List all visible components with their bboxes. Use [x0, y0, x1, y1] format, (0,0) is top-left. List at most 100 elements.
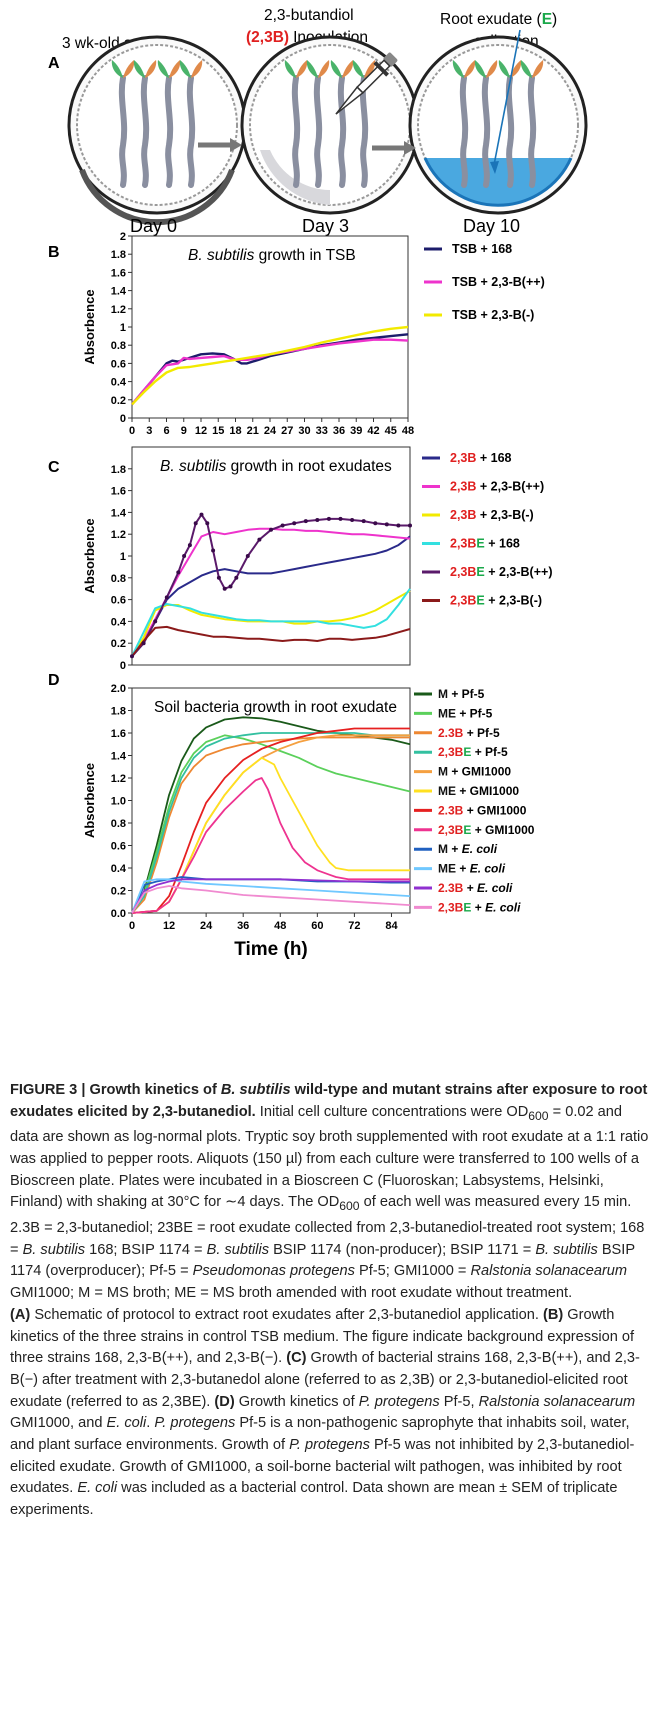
y-tick-label: 1.2	[111, 773, 126, 785]
x-tick-label: 33	[316, 425, 328, 437]
legend-label: 2,3B + 2,3-B(++)	[450, 480, 544, 494]
leaf-icon	[520, 60, 532, 78]
legend-label-red: 2,3B	[450, 451, 476, 465]
legend-label: 2,3BE + 2,3-B(++)	[450, 565, 553, 579]
x-tick-label: 36	[333, 425, 345, 437]
legend-label-rest: + GMI1000	[471, 823, 534, 837]
data-point	[396, 523, 401, 528]
series-line	[131, 333, 409, 406]
panel-a-schematic: A 3 wk-old seeding 2,3-butandiol (2,3B)I…	[48, 7, 588, 236]
leaf-icon	[474, 60, 486, 78]
leaf-icon	[179, 60, 191, 78]
y-tick-label: 0	[120, 413, 126, 425]
legend-label-rest: + Pf-5	[456, 706, 493, 720]
data-point	[373, 521, 378, 526]
series-line	[131, 625, 411, 657]
legend-label: 2.3B + Pf-5	[438, 726, 500, 740]
legend-label-italic: E. coli	[477, 881, 513, 895]
leaf-icon	[296, 60, 308, 78]
data-point	[182, 554, 187, 558]
leaf-icon	[452, 60, 464, 78]
x-tick-label: 15	[212, 425, 224, 437]
y-tick-label: 1.2	[111, 304, 126, 316]
x-tick-label: 72	[348, 920, 360, 932]
seedling-stem	[140, 75, 150, 188]
legend-label: 2,3BE + 2,3-B(-)	[450, 594, 542, 608]
seedlings	[111, 60, 544, 188]
chart-title-italic: B. subtilis	[160, 458, 227, 475]
seedling-stem	[527, 75, 537, 188]
x-tick-label: 48	[274, 920, 286, 932]
legend-label-prefix: 2,3B	[438, 745, 464, 759]
y-tick-label: 1	[120, 551, 126, 563]
x-tick-label: 84	[385, 920, 398, 932]
y-tick-label: 0.4	[111, 616, 127, 628]
legend-label: TSB + 2,3-B(++)	[452, 275, 545, 289]
data-point	[350, 518, 355, 522]
legend-label: M + E. coli	[438, 842, 498, 856]
legend-label-rest: + Pf-5	[471, 745, 508, 759]
legend-label-rest: + 2,3-B(++)	[485, 565, 553, 579]
data-point	[211, 548, 216, 553]
pipette-icon	[335, 52, 398, 115]
y-tick-label: 1.6	[111, 267, 126, 279]
y-tick-label: 0.2	[111, 886, 126, 898]
chart-title: B. subtilis growth in TSB	[188, 247, 356, 264]
y-tick-label: 0.4	[111, 377, 127, 389]
leaf-icon	[191, 60, 203, 78]
series-line	[131, 736, 410, 914]
y-tick-label: 1.8	[111, 706, 126, 718]
label-root-exudate: Root exudate (E)	[440, 11, 557, 28]
legend-label: 2,3BE + Pf-5	[438, 745, 508, 759]
leaf-icon	[111, 60, 123, 78]
legend-label: 2,3B + 2,3-B(-)	[450, 508, 534, 522]
legend-label: 2,3B + 168	[450, 451, 512, 465]
y-tick-label: 1.4	[111, 507, 127, 519]
panel-d-letter: D	[48, 672, 60, 689]
data-point	[269, 527, 273, 532]
legend-label-rest: + 2,3-B(-)	[476, 508, 533, 522]
leaf-icon	[318, 60, 330, 78]
leaf-icon	[145, 60, 157, 78]
legend-label-rest: + 2,3-B(++)	[476, 480, 544, 494]
data-point	[228, 584, 233, 589]
legend-label-rest: + GMI1000	[456, 784, 519, 798]
x-tick-label: 27	[281, 425, 293, 437]
legend-label: 2,3BE + GMI1000	[438, 823, 535, 837]
x-tick-label: 0	[129, 920, 135, 932]
legend-label-red: 2,3B	[450, 594, 476, 608]
legend-label-red: 2,3B	[450, 508, 476, 522]
legend-label: M + Pf-5	[438, 687, 485, 701]
legend-label-prefix: ME	[438, 862, 456, 876]
y-tick-label: 0.8	[111, 340, 126, 352]
data-point	[199, 512, 204, 517]
series-line	[131, 535, 411, 657]
x-tick-label: 21	[247, 425, 259, 437]
legend-label-green: E	[476, 537, 484, 551]
legend-label-rest: +	[456, 862, 470, 876]
data-point	[130, 654, 134, 659]
caption-title: FIGURE 3 | Growth kinetics of B. subtili…	[10, 1082, 648, 1120]
y-tick-label: 1.4	[111, 751, 127, 763]
data-point	[384, 522, 389, 527]
y-tick-label: 0.6	[111, 841, 126, 853]
label-butanediol: 2,3-butandiol	[264, 7, 354, 24]
x-tick-label: 24	[264, 425, 277, 437]
panel-d-chart: D 0.0 0.2 0.4 0.6 0.8 1.0 1.2 1.4 1.6 1.8 2.0 0 12 24 3…	[48, 672, 535, 960]
chart-title: Soil bacteria growth in root exudate	[154, 699, 397, 716]
data-point	[164, 595, 169, 600]
legend-label-prefix: 2,3B	[438, 900, 464, 914]
legend-label: ME + GMI1000	[438, 784, 519, 798]
legend-label-rest: + Pf-5	[463, 726, 500, 740]
legend-label-italic: E. coli	[462, 842, 498, 856]
legend-label-prefix: 2.3B	[438, 803, 464, 817]
legend-label: ME + Pf-5	[438, 706, 493, 720]
data-point	[193, 521, 198, 526]
seedling-stem	[186, 75, 196, 188]
y-tick-label: 0.8	[111, 573, 126, 585]
seedling-stem	[291, 75, 301, 188]
leaf-icon	[364, 60, 376, 78]
y-tick-label: 1.8	[111, 464, 126, 476]
legend-label-green: E	[476, 565, 484, 579]
leaf-icon	[306, 60, 318, 78]
